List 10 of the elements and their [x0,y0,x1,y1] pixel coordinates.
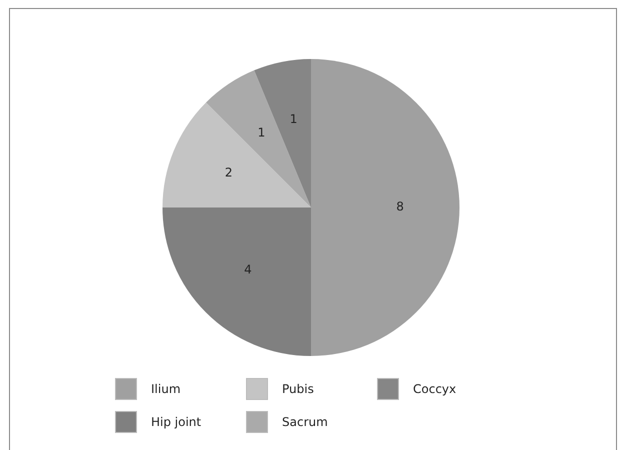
data-label: 2 [224,166,233,180]
legend-label: Coccyx [413,382,456,396]
legend-label: Sacrum [282,414,328,428]
legend-label: Hip joint [151,414,202,428]
data-label: 1 [290,112,298,126]
legend-label: Pubis [282,382,314,396]
data-label: 8 [396,200,404,214]
data-label: 4 [244,262,252,277]
data-label: 1 [258,126,266,140]
legend-label: Ilium [151,382,181,396]
